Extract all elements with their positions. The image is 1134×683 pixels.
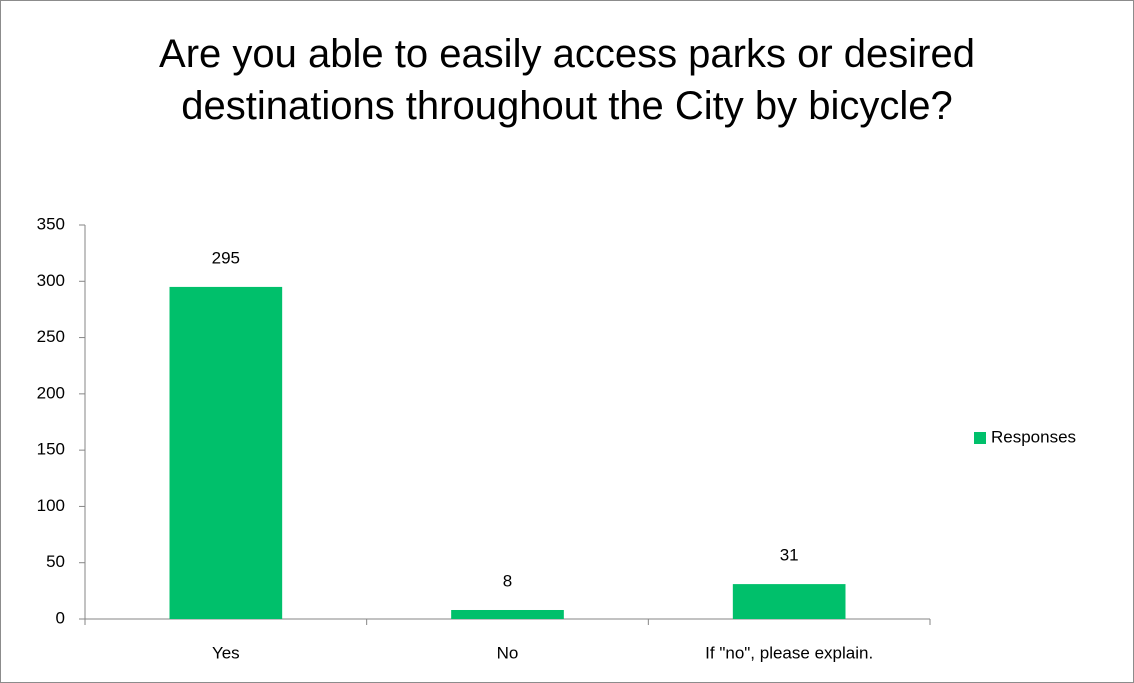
y-tick-label: 100 (37, 496, 65, 515)
data-label: 31 (780, 546, 799, 565)
legend-label: Responses (991, 427, 1076, 446)
data-label: 295 (212, 248, 240, 267)
y-tick-label: 250 (37, 327, 65, 346)
legend-swatch (974, 432, 986, 444)
x-tick-label: No (497, 643, 519, 662)
y-tick-label: 350 (37, 214, 65, 233)
chart-title: Are you able to easily access parks or d… (159, 32, 975, 128)
y-tick-label: 200 (37, 383, 65, 402)
x-tick-label: If "no", please explain. (705, 643, 873, 662)
y-tick-label: 300 (37, 271, 65, 290)
bar (732, 584, 846, 619)
bar (451, 609, 564, 619)
bar (169, 286, 283, 619)
data-label: 8 (503, 571, 512, 590)
y-tick-label: 0 (56, 608, 65, 627)
y-tick-label: 50 (46, 552, 65, 571)
x-tick-label: Yes (212, 643, 240, 662)
y-tick-label: 150 (37, 440, 65, 459)
